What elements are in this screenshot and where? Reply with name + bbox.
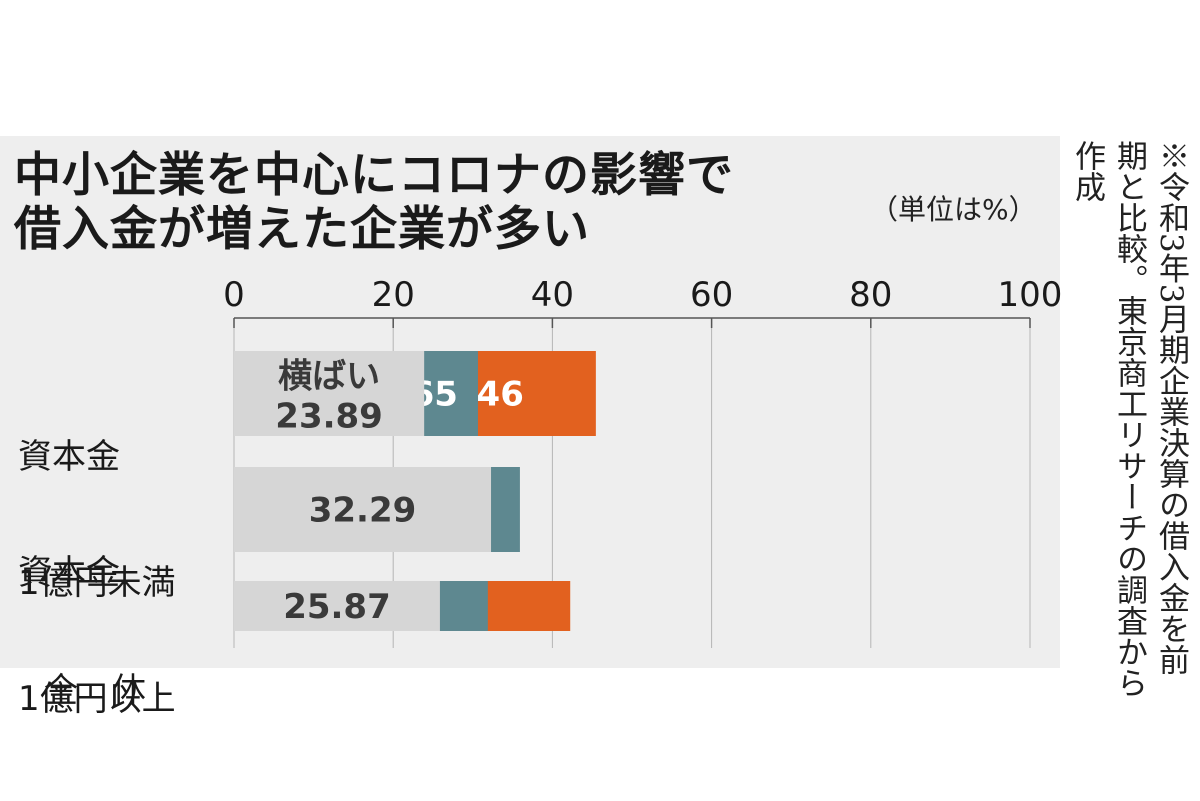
bar-flat-row-3 xyxy=(234,581,440,631)
value-label-flat-row-3: 25.87 xyxy=(283,587,391,627)
tick-label-0: 0 xyxy=(223,275,245,315)
unit-label: （単位は%） xyxy=(870,193,1037,226)
tick-label-80: 80 xyxy=(849,275,892,315)
source-note: ※令和3年3月期企業決算の借入金を前期と比較。東京商工リサーチの調査から作成 xyxy=(1069,140,1189,698)
category-label-1-line-1: 資本金 xyxy=(18,437,120,477)
chart-title-line-1: 中小企業を中心にコロナの影響で xyxy=(14,148,734,203)
category-label-3: 全 体 xyxy=(44,586,146,754)
series-name-label-flat: 横ばい xyxy=(278,357,380,397)
tick-label-40: 40 xyxy=(531,275,574,315)
tick-label-60: 60 xyxy=(690,275,733,315)
bar-flat-row-1 xyxy=(234,351,425,436)
tick-label-100: 100 xyxy=(998,275,1063,315)
category-label-1-line-2: 1億円未満 xyxy=(18,563,176,603)
value-label-flat-row-2: 32.29 xyxy=(309,491,417,531)
category-label-2-line-2: 1億円以上 xyxy=(18,679,176,719)
chart-title-line-2: 借入金が増えた企業が多い xyxy=(14,202,590,257)
tick-label-20: 20 xyxy=(372,275,415,315)
category-label-2-line-1: 資本金 xyxy=(18,553,120,593)
category-label-2: 資本金 1億円以上 xyxy=(18,468,176,762)
value-label-flat-row-1: 23.89 xyxy=(275,397,383,437)
bar-flat-row-2 xyxy=(234,467,492,552)
category-label-3-line-1: 全 体 xyxy=(44,671,146,711)
category-label-1: 資本金 1億円未満 xyxy=(18,352,176,646)
